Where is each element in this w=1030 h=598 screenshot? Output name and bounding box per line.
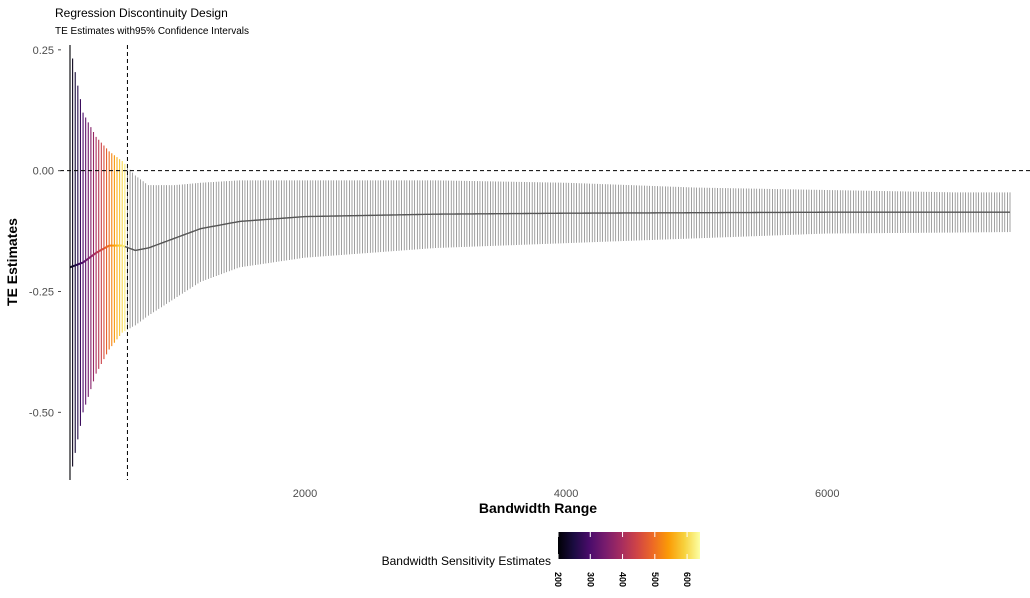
legend-tick-label: 600: [682, 572, 692, 587]
color-legend: Bandwidth Sensitivity Estimates 200 300 40…: [382, 532, 700, 587]
estimate-line-segment: [106, 244, 110, 248]
x-tick-label: 4000: [554, 488, 578, 500]
estimate-line-segment: [100, 247, 105, 251]
confidence-interval-bars: [69, 45, 1011, 480]
estimate-line-segment: [90, 253, 95, 258]
estimate-line-segment: [98, 249, 102, 253]
estimate-line-segment: [74, 263, 79, 267]
estimate-line: [124, 211, 1010, 252]
estimate-line-segment: [77, 262, 81, 266]
estimate-line-segment: [85, 257, 89, 262]
x-tick-label: 6000: [815, 488, 839, 500]
estimate-line-segment: [72, 264, 76, 268]
estimate-line-segment: [103, 246, 108, 250]
estimate-line-segment: [82, 259, 87, 264]
x-axis: 2000 4000 6000: [293, 488, 840, 500]
legend-title: Bandwidth Sensitivity Estimates: [382, 554, 551, 568]
estimate-line-segment: [69, 265, 73, 269]
chart-subtitle: TE Estimates with95% Confidence Interval…: [55, 26, 249, 37]
reference-lines: [60, 45, 1030, 480]
legend-tick-label: 400: [618, 572, 628, 587]
legend-colorbar: [558, 532, 700, 559]
y-axis: 0.25 0.00 -0.25 -0.50: [29, 45, 61, 419]
y-tick-label: -0.25: [29, 287, 54, 299]
y-tick-label: 0.25: [33, 45, 54, 57]
estimate-line-segment: [121, 244, 126, 248]
y-tick-label: -0.50: [29, 407, 54, 419]
estimate-line-segment: [95, 250, 100, 254]
legend-tick-label: 300: [585, 572, 595, 587]
y-axis-title: TE Estimates: [4, 218, 20, 306]
estimate-line-segment: [92, 252, 97, 256]
legend-tick-label: 500: [650, 572, 660, 587]
estimate-line-group: [69, 211, 1010, 269]
legend-ticks: 200 300 400 500 600: [553, 532, 692, 587]
estimate-line-segment: [80, 261, 84, 265]
y-tick-label: 0.00: [33, 166, 54, 178]
x-tick-label: 2000: [293, 488, 317, 500]
x-axis-title: Bandwidth Range: [479, 500, 597, 516]
chart-title: Regression Discontinuity Design: [55, 6, 228, 20]
legend-tick-label: 200: [553, 572, 563, 587]
estimate-line-segment: [87, 255, 92, 260]
